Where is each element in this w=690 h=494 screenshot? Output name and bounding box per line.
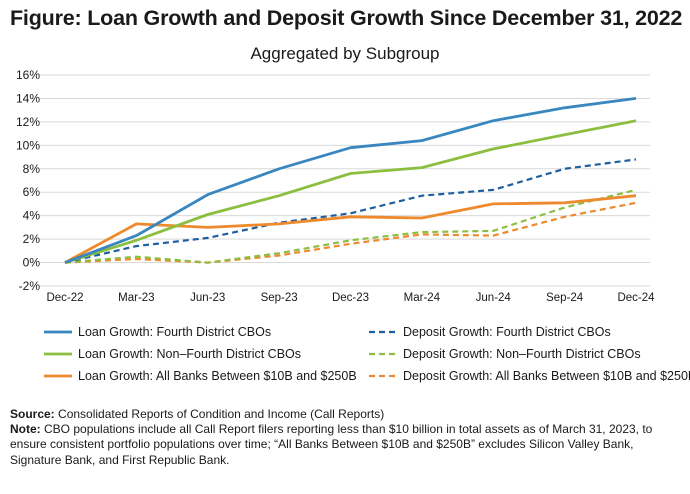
figure-title: Figure: Loan Growth and Deposit Growth S…: [10, 6, 683, 30]
legend-label: Deposit Growth: Non–Fourth District CBOs: [403, 347, 641, 361]
x-tick-label: Sep-24: [546, 292, 584, 304]
legend-label: Loan Growth: All Banks Between $10B and …: [78, 369, 357, 383]
x-tick-label: Mar-23: [118, 292, 154, 304]
figure-subtitle: Aggregated by Subgroup: [250, 44, 440, 63]
y-tick-label: 4%: [23, 209, 41, 223]
x-tick-label: Mar-24: [404, 292, 441, 304]
series-lines: [64, 97, 637, 264]
source-line: Source: Consolidated Reports of Conditio…: [10, 407, 682, 422]
series-line-1: [64, 97, 637, 264]
legend: Loan Growth: Fourth District CBOs Deposit…: [44, 325, 690, 383]
y-tick-label: 12%: [16, 115, 40, 129]
series-line-2: [64, 158, 637, 264]
series-line-3: [64, 119, 637, 264]
x-tick-label: Jun-23: [190, 292, 225, 304]
source-notes: Source: Consolidated Reports of Conditio…: [10, 407, 682, 468]
y-tick-label: 8%: [23, 162, 41, 176]
series-line-6: [64, 201, 637, 264]
x-tick-label: Dec-23: [332, 292, 369, 304]
legend-label: Loan Growth: Non–Fourth District CBOs: [78, 347, 301, 361]
y-tick-label: 2%: [23, 232, 41, 246]
note-text: CBO populations include all Call Report …: [10, 422, 653, 467]
series-line-5: [64, 194, 637, 264]
x-tick-label: Dec-24: [617, 292, 655, 304]
y-axis-ticks: -2% 0% 2% 4% 6% 8% 10% 12% 14% 16%: [16, 68, 40, 293]
y-tick-label: 14%: [16, 91, 40, 105]
y-tick-label: 10%: [16, 138, 40, 152]
x-tick-label: Jun-24: [476, 292, 512, 304]
legend-label: Deposit Growth: All Banks Between $10B a…: [403, 369, 690, 383]
y-tick-label: 0%: [23, 256, 41, 270]
y-tick-label: 16%: [16, 68, 40, 82]
x-tick-label: Sep-23: [261, 292, 298, 304]
x-tick-label: Dec-22: [46, 292, 83, 304]
grid-lines: [40, 74, 650, 287]
note-line: Note: CBO populations include all Call R…: [10, 422, 682, 468]
legend-label: Deposit Growth: Fourth District CBOs: [403, 325, 611, 339]
note-label: Note:: [10, 422, 41, 437]
y-tick-label: -2%: [19, 279, 41, 293]
source-label: Source:: [10, 407, 55, 421]
source-text: Consolidated Reports of Condition and In…: [54, 407, 385, 421]
series-line-4: [64, 188, 637, 264]
legend-label: Loan Growth: Fourth District CBOs: [78, 325, 271, 339]
y-tick-label: 6%: [23, 185, 41, 199]
line-chart: -2% 0% 2% 4% 6% 8% 10% 12% 14% 16% Dec-22 Mar-23 Ju…: [16, 68, 690, 383]
x-axis-ticks: Dec-22 Mar-23 Jun-23 Sep-23 Dec-23 Mar-24 Jun-…: [46, 292, 655, 304]
